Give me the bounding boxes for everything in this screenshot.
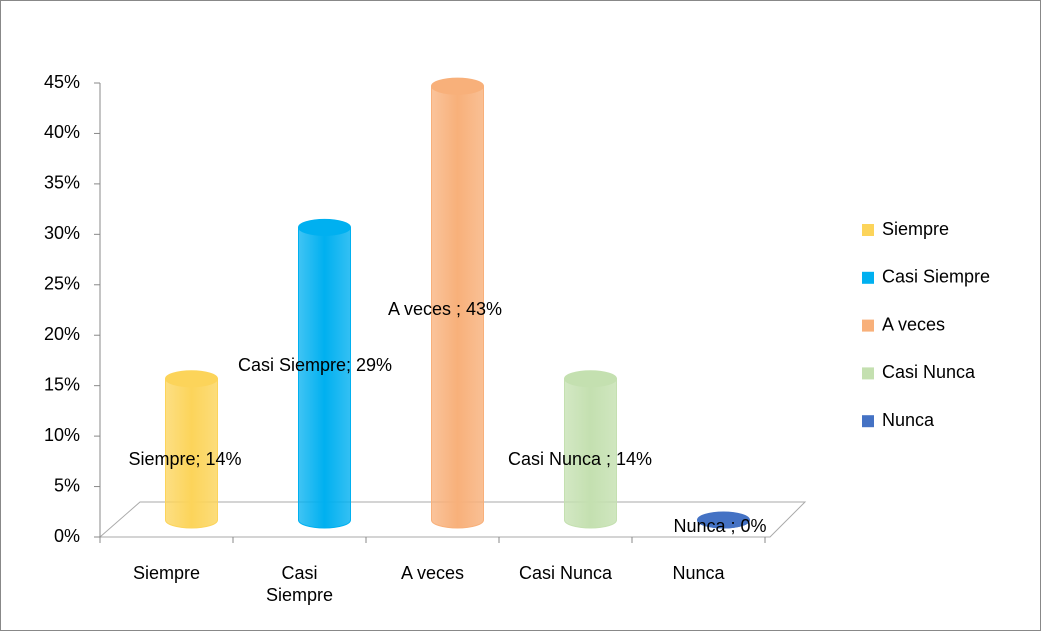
x-tick-label: Nunca: [672, 563, 725, 583]
legend-swatch: [862, 224, 874, 236]
data-label: Siempre; 14%: [128, 449, 242, 469]
y-tick-label: 25%: [44, 274, 80, 294]
y-tick-label: 10%: [44, 425, 80, 445]
data-label: Casi Nunca ; 14%: [507, 449, 653, 469]
x-tick-label: Casi Nunca: [518, 563, 613, 583]
data-label: Casi Siempre; 29%: [237, 355, 393, 375]
bar: [564, 378, 617, 529]
legend-label: Siempre: [882, 219, 949, 239]
y-tick-label: 20%: [44, 324, 80, 344]
data-label: Nunca ; 0%: [673, 516, 767, 536]
legend-label: Casi Siempre: [882, 267, 990, 287]
x-tick-label: A veces: [400, 563, 465, 583]
x-tick-label: Siempre: [132, 563, 201, 583]
bar-top: [165, 370, 218, 388]
legend-label: Nunca: [882, 410, 935, 430]
y-tick-label: 5%: [54, 475, 80, 495]
legend-swatch: [862, 319, 874, 332]
y-tick-label: 30%: [44, 223, 80, 243]
legend-swatch: [862, 367, 874, 380]
legend-label: A veces: [882, 314, 945, 334]
legend-swatch: [862, 415, 874, 428]
bar-top: [298, 218, 351, 236]
legend-swatch: [862, 271, 874, 284]
y-tick-label: 35%: [44, 173, 80, 193]
bar: [431, 85, 484, 529]
bar-top: [697, 511, 750, 529]
bar-top: [564, 370, 617, 388]
y-tick-label: 45%: [44, 72, 80, 92]
y-tick-label: 0%: [54, 526, 80, 546]
data-label: A veces ; 43%: [387, 299, 503, 319]
bar: [298, 226, 351, 529]
x-tick-label: Casi Siempre: [265, 563, 334, 605]
bar-top: [431, 77, 484, 95]
y-tick-label: 40%: [44, 122, 80, 142]
legend-label: Casi Nunca: [882, 362, 976, 382]
y-tick-label: 15%: [44, 374, 80, 394]
bar: [165, 378, 218, 529]
